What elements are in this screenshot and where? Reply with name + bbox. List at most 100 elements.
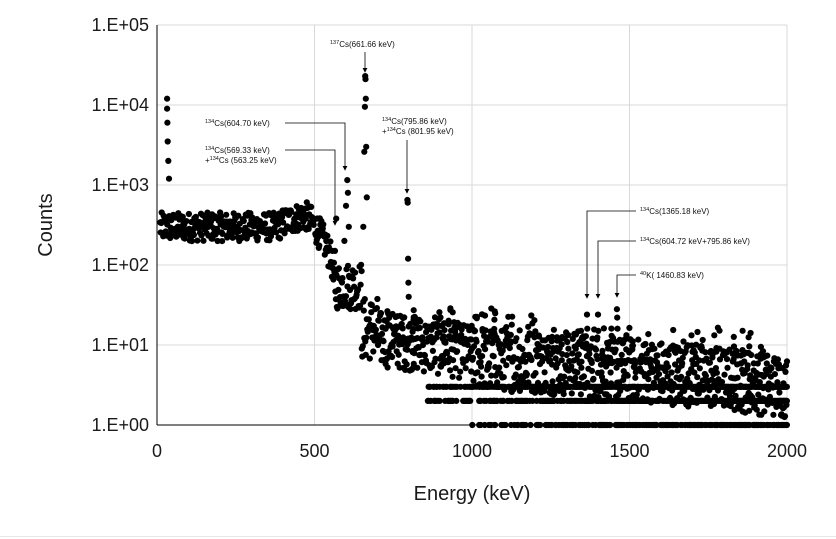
data-point	[475, 348, 482, 355]
peak-annotation: 134Cs(1365.18 keV)	[584, 207, 710, 299]
data-point	[467, 397, 474, 404]
data-point	[431, 314, 439, 321]
data-point	[645, 376, 652, 383]
data-point	[718, 378, 726, 386]
data-point	[339, 275, 346, 282]
data-point	[782, 368, 789, 375]
data-point	[633, 391, 640, 398]
data-point	[421, 352, 428, 359]
peak-annotation: 134Cs(569.33 keV)+134Cs (563.25 keV)	[205, 146, 338, 226]
data-point	[453, 397, 460, 404]
data-point	[456, 374, 463, 381]
data-point	[444, 350, 451, 357]
data-point	[507, 338, 514, 345]
data-point	[397, 340, 405, 347]
data-point	[535, 342, 542, 349]
data-point	[569, 335, 576, 342]
data-point	[662, 350, 669, 357]
annotation-label-line2: +134Cs (563.25 keV)	[205, 156, 277, 165]
y-tick-label: 1.E+04	[91, 95, 149, 115]
data-point	[549, 348, 557, 355]
data-point	[643, 350, 650, 357]
data-point	[399, 325, 406, 332]
data-point	[404, 346, 411, 353]
data-point	[525, 323, 532, 330]
data-point	[586, 350, 593, 357]
data-point	[165, 157, 172, 164]
data-point	[411, 350, 418, 357]
data-point	[478, 373, 485, 380]
data-point	[491, 329, 498, 336]
data-point	[342, 202, 350, 209]
data-point	[558, 357, 565, 364]
data-point	[462, 365, 469, 372]
data-point	[576, 359, 583, 367]
data-point	[194, 237, 201, 244]
data-point	[759, 353, 766, 360]
data-point	[165, 175, 173, 182]
data-point	[568, 390, 575, 397]
data-point	[635, 336, 642, 343]
data-point	[361, 103, 368, 110]
data-point	[363, 194, 370, 201]
data-point	[447, 367, 454, 374]
data-point	[486, 360, 493, 367]
data-point	[416, 324, 423, 331]
data-point	[344, 189, 351, 196]
data-point	[479, 326, 486, 333]
data-point	[561, 373, 568, 380]
data-point	[560, 391, 567, 398]
data-point	[324, 232, 331, 239]
data-point	[288, 208, 295, 216]
data-point	[359, 343, 366, 350]
data-point	[527, 421, 534, 429]
data-point	[699, 336, 706, 344]
data-point	[402, 366, 409, 373]
data-point	[181, 235, 188, 242]
data-point	[774, 356, 782, 363]
data-point	[696, 357, 703, 364]
data-point	[482, 346, 489, 353]
data-point	[645, 331, 652, 338]
data-point	[410, 307, 417, 314]
data-point	[261, 220, 269, 227]
data-point	[770, 411, 777, 418]
data-point	[214, 237, 221, 245]
data-point	[350, 275, 357, 282]
y-tick-label: 1.E+00	[91, 415, 149, 435]
data-point	[706, 359, 714, 366]
data-point	[761, 408, 768, 415]
data-point	[368, 301, 375, 309]
data-point	[464, 341, 471, 348]
data-point	[436, 329, 443, 336]
data-point	[458, 334, 465, 341]
data-point	[575, 351, 582, 358]
data-point	[598, 369, 605, 376]
data-point	[491, 316, 498, 323]
data-point	[711, 332, 718, 339]
data-point	[361, 148, 368, 155]
data-point	[355, 286, 362, 293]
data-point	[783, 383, 791, 390]
data-point	[534, 352, 541, 359]
data-point	[716, 356, 724, 363]
bottom-border	[0, 536, 836, 537]
data-point	[378, 330, 386, 337]
x-tick-label: 1000	[452, 441, 492, 461]
data-point	[420, 368, 427, 375]
data-point	[345, 223, 352, 230]
data-point	[405, 255, 412, 262]
data-point	[382, 325, 389, 332]
data-point	[588, 367, 596, 374]
data-point	[449, 373, 456, 380]
data-point	[734, 374, 741, 381]
data-point	[559, 351, 566, 358]
data-point	[506, 345, 513, 352]
data-point	[594, 334, 601, 341]
data-point	[541, 369, 548, 376]
data-point	[608, 325, 615, 332]
data-point	[564, 338, 571, 346]
y-tick-label: 1.E+01	[91, 335, 149, 355]
data-point	[600, 325, 608, 332]
data-point	[164, 95, 171, 102]
